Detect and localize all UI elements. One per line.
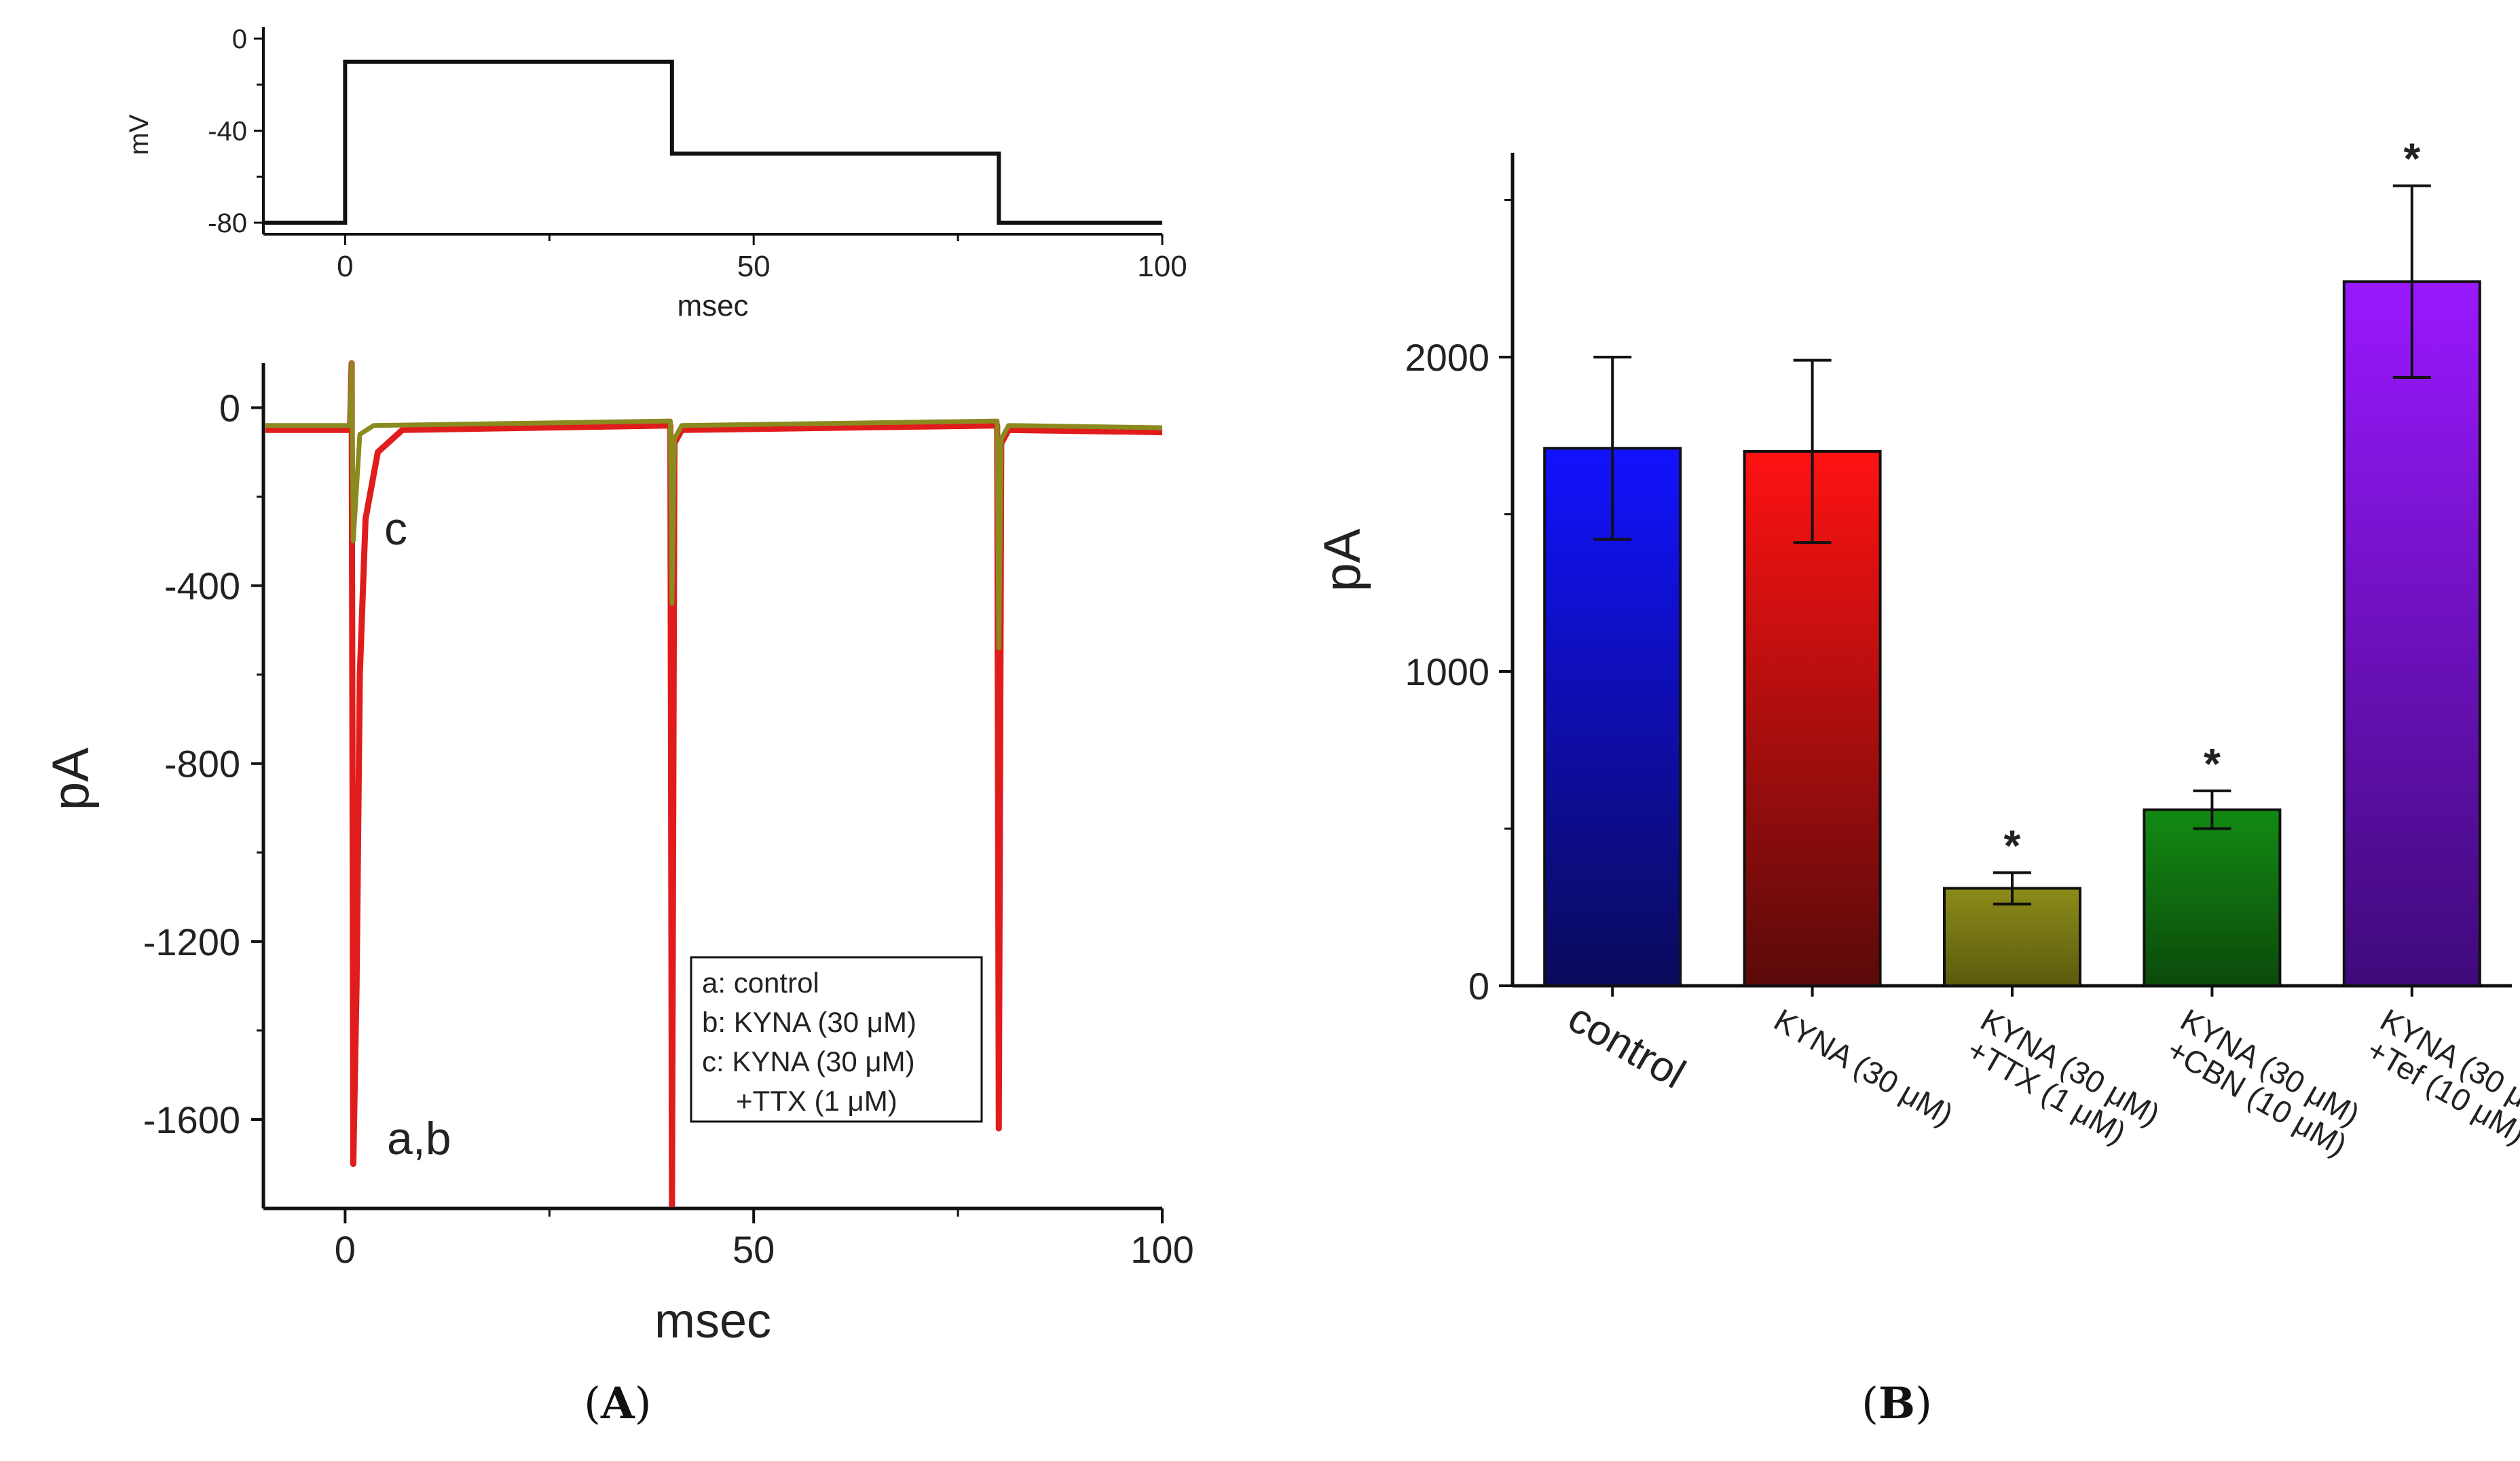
bar-5 <box>2342 280 2481 987</box>
trace-series-2 <box>265 360 1163 1207</box>
x-tick-label: 0 <box>335 1228 356 1271</box>
voltage-protocol-chart: 0 -40 -80 0 50 100 msec mV <box>124 24 1187 322</box>
trace-series-3 <box>265 360 1163 650</box>
significance-marker-4: * <box>2204 739 2221 788</box>
y-tick-label: 0 <box>1468 965 1489 1007</box>
y-tick-label: -800 <box>164 743 240 785</box>
x-tick-label: 100 <box>1137 250 1187 283</box>
x-axis-title: msec <box>654 1294 771 1348</box>
panel-b-label: (B) <box>1861 1378 1933 1429</box>
y-tick-label: -40 <box>208 117 247 147</box>
y-tick-label: 2000 <box>1405 336 1489 379</box>
legend-entry-4: +TTX (1 μM) <box>736 1085 897 1117</box>
y-tick-label: -1200 <box>143 921 240 963</box>
panel-a-label: (A) <box>584 1378 652 1429</box>
y-axis-title: mV <box>124 114 154 155</box>
y-tick-label: -400 <box>164 565 240 608</box>
x-tick-label: 50 <box>737 250 771 283</box>
y-tick-label: 1000 <box>1405 650 1489 693</box>
y-tick-label: -80 <box>208 208 247 238</box>
y-tick-label: -1600 <box>143 1098 240 1141</box>
significance-marker-5: * <box>2403 134 2420 183</box>
y-axis-title: pA <box>1314 528 1371 591</box>
legend-box <box>690 956 983 1123</box>
x-tick-label: 50 <box>733 1228 775 1271</box>
category-label-1: control <box>1560 994 1693 1098</box>
plot-area <box>265 360 1163 1207</box>
y-axis-title: pA <box>42 747 100 811</box>
annotation-ab: a,b <box>387 1113 451 1164</box>
significance-marker-3: * <box>2004 821 2021 870</box>
y-tick-label: 0 <box>232 24 247 54</box>
x-axis-title: msec <box>677 289 748 322</box>
annotation-c: c <box>384 503 407 555</box>
x-tick-label: 100 <box>1130 1228 1193 1271</box>
legend-entry-2: b: KYNA (30 μM) <box>702 1006 916 1038</box>
voltage-trace <box>263 59 1162 225</box>
bar-4 <box>2143 808 2282 988</box>
current-traces-chart: 0 -400 -800 -1200 -1600 0 50 100 msec pA c a,b a: co… <box>42 360 1194 1348</box>
category-label-2: KYNA (30 μM) <box>1768 1002 1959 1132</box>
legend-entry-3: c: KYNA (30 μM) <box>702 1046 915 1077</box>
legend: a: control b: KYNA (30 μM) c: KYNA (30 μM)… <box>690 956 983 1123</box>
legend-entry-1: a: control <box>702 967 819 999</box>
x-tick-label: 0 <box>337 250 353 283</box>
y-tick-label: 0 <box>219 387 240 430</box>
